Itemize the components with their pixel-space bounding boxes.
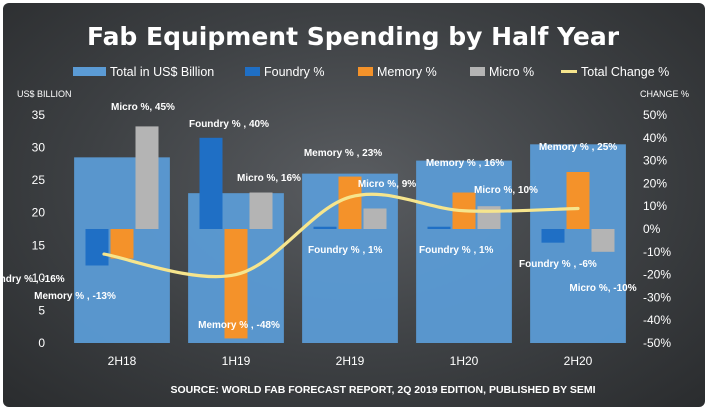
data-label: Foundry % , 1% [308,245,383,256]
memory-bar [224,229,248,339]
data-label: Micro %, 45% [111,102,175,113]
left-tick-label: 25 [32,173,46,187]
left-tick-label: 20 [32,206,46,220]
foundry-bar [85,229,109,266]
data-label: Micro %, 16% [237,173,301,184]
right-tick-label: 40% [643,131,667,145]
legend-label: Foundry % [264,65,324,79]
micro-bar [249,192,273,229]
right-tick-label: 50% [643,108,667,122]
micro-bar [591,229,615,252]
left-tick-label: 15 [32,238,46,252]
left-tick-label: 5 [38,303,45,317]
chart-frame: US$ BILLION CHANGE % 0 5 10 15 20 25 30 35 -50% -40… [3,3,705,407]
category-label: 1H19 [222,354,251,368]
data-label: Foundry % , 40% [189,119,269,130]
right-tick-label: 0% [643,222,661,236]
legend-label: Memory % [377,65,437,79]
right-tick-label: -20% [643,268,671,282]
data-label: Memory % , -13% [34,291,116,302]
category-label: 1H20 [450,354,479,368]
category-label: 2H20 [564,354,593,368]
legend-swatch [245,67,260,76]
right-tick-label: -30% [643,290,671,304]
foundry-bar [541,229,565,243]
right-tick-label: 10% [643,199,667,213]
legend-label: Total Change % [581,65,669,79]
left-axis-title: US$ BILLION [17,89,72,99]
data-label: Memory % , -48% [198,320,280,331]
memory-bar [338,176,362,229]
chart-canvas: US$ BILLION CHANGE % 0 5 10 15 20 25 30 35 -50% -40… [3,22,689,396]
micro-bar [135,126,159,229]
data-label: Memory % , 16% [426,158,504,169]
legend-swatch [73,67,106,76]
data-label: Foundry % , 1% [419,245,494,256]
total-bar [416,160,512,343]
total-change-line [102,192,580,279]
left-tick-label: 30 [32,141,46,155]
micro-bar [363,208,387,229]
right-tick-label: -50% [643,336,671,350]
left-tick-label: 10 [32,271,46,285]
legend-swatch [470,67,485,76]
data-label: Foundry % , -6% [519,259,597,270]
right-tick-label: 20% [643,176,667,190]
chart-title: Fab Equipment Spending by Half Year [87,22,620,51]
data-label: Micro %, 10% [474,185,538,196]
data-label: Micro %, -10% [569,283,636,294]
left-tick-label: 0 [38,336,45,350]
category-label: 2H18 [108,354,137,368]
legend-label: Micro % [489,65,534,79]
right-tick-label: 30% [643,154,667,168]
legend-swatch [358,67,373,76]
memory-bar [110,229,134,259]
right-tick-label: -40% [643,313,671,327]
right-tick-label: -10% [643,245,671,259]
data-label: Memory % , 25% [539,142,617,153]
data-label: Micro %, 9% [358,179,416,190]
foundry-bar [427,226,451,229]
foundry-bar [313,226,337,229]
category-label: 2H19 [336,354,365,368]
chart-source: SOURCE: WORLD FAB FORECAST REPORT, 2Q 20… [170,384,595,396]
left-tick-label: 35 [32,108,46,122]
memory-bar [566,172,590,229]
data-label: Foundry % , -16% [3,274,65,285]
data-label: Memory % , 23% [304,148,382,159]
foundry-bar [199,137,223,229]
right-axis-title: CHANGE % [640,89,689,99]
legend-label: Total in US$ Billion [110,65,214,79]
legend-swatch [561,70,577,73]
